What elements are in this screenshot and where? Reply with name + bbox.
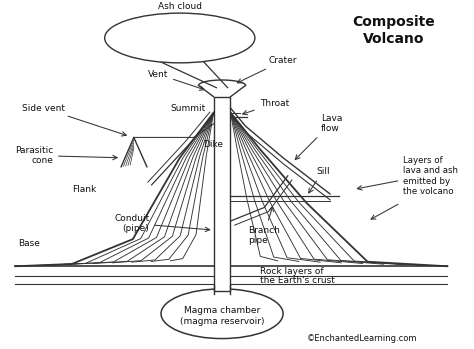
Ellipse shape (161, 289, 283, 339)
Text: Flank: Flank (72, 185, 96, 194)
Text: Layers of
lava and ash
emitted by
the volcano: Layers of lava and ash emitted by the vo… (403, 156, 458, 196)
Text: ©EnchantedLearning.com: ©EnchantedLearning.com (307, 334, 417, 343)
Text: Side vent: Side vent (22, 104, 126, 136)
Text: Parasitic
cone: Parasitic cone (15, 146, 117, 165)
Polygon shape (214, 97, 230, 291)
Text: Dike: Dike (203, 140, 223, 149)
Text: Branch
pipe: Branch pipe (248, 207, 280, 245)
Text: Sill: Sill (309, 167, 329, 193)
Text: Composite
Volcano: Composite Volcano (352, 15, 435, 46)
Text: Summit: Summit (170, 104, 206, 113)
Text: Ash cloud: Ash cloud (158, 2, 202, 11)
Text: Crater: Crater (237, 56, 298, 83)
Text: Throat: Throat (243, 99, 289, 115)
Text: Base: Base (18, 239, 40, 248)
Text: the Earth's crust: the Earth's crust (260, 276, 335, 285)
Text: Lava
flow: Lava flow (295, 113, 342, 159)
Text: Rock layers of: Rock layers of (260, 267, 323, 276)
Text: Conduit
(pipe): Conduit (pipe) (114, 214, 210, 233)
Text: Vent: Vent (148, 70, 204, 90)
Text: Magma chamber
(magma reservoir): Magma chamber (magma reservoir) (180, 306, 264, 326)
Ellipse shape (105, 13, 255, 63)
